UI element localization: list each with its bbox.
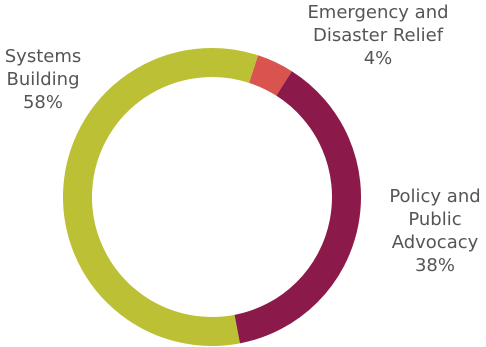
slice-label-line: Disaster Relief bbox=[313, 25, 444, 46]
slice-labels: Emergency and Disaster Relief 4% Policy and… bbox=[5, 2, 481, 276]
slice-label-2: Systems Building 58% bbox=[5, 46, 82, 113]
slice-value-label: 58% bbox=[23, 92, 63, 113]
donut-slices bbox=[63, 48, 361, 346]
slice-label-line: Building bbox=[6, 69, 79, 90]
slice-label-0: Emergency and Disaster Relief 4% bbox=[307, 2, 448, 69]
slice-label-line: Systems bbox=[5, 46, 82, 67]
slice-label-line: Policy and bbox=[389, 186, 480, 207]
slice-label-line: Emergency and bbox=[307, 2, 448, 23]
slice-value-label: 4% bbox=[364, 48, 393, 69]
slice-label-line: Advocacy bbox=[392, 232, 479, 253]
donut-slice-1 bbox=[234, 71, 361, 344]
slice-label-line: Public bbox=[408, 209, 461, 230]
donut-slice-2 bbox=[63, 48, 259, 346]
slice-label-1: Policy and Public Advocacy 38% bbox=[389, 186, 480, 276]
donut-slice-0 bbox=[248, 55, 292, 96]
slice-value-label: 38% bbox=[415, 255, 455, 276]
